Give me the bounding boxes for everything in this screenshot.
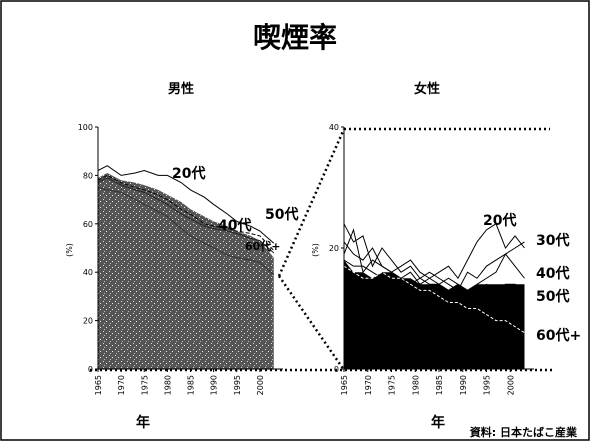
y-tick-label-female: 40 xyxy=(329,123,339,132)
y-axis-unit-male: (%) xyxy=(65,243,74,257)
panel-female: 女性 (%) 年 xyxy=(311,81,445,431)
zoom-connector-bottom xyxy=(277,275,346,371)
panel-title-female: 女性 xyxy=(414,81,440,97)
series-label-male: 60代+ xyxy=(245,239,281,253)
source-note: 資料: 日本たばこ産業 xyxy=(470,425,578,439)
x-tick-label-male: 2000 xyxy=(256,375,265,395)
panel-title-male: 男性 xyxy=(168,81,194,97)
series-line-male-2 xyxy=(97,177,275,254)
series-label-female: 50代 xyxy=(536,288,569,305)
y-tick-label-male: 100 xyxy=(78,123,93,132)
x-tick-label-female: 1980 xyxy=(411,375,420,395)
area-male xyxy=(98,172,274,369)
x-tick-label-female: 1975 xyxy=(388,375,397,395)
y-tick-label-female: 20 xyxy=(329,244,339,253)
x-axis-title-female: 年 xyxy=(431,414,445,431)
series-line-female-2 xyxy=(343,241,525,291)
area-female xyxy=(344,260,525,369)
panel-male: 男性 (%) 年 xyxy=(65,81,194,431)
series-line-male-1 xyxy=(97,174,275,251)
x-tick-label-female: 1970 xyxy=(364,375,373,395)
series-label-male: 50代 xyxy=(265,206,298,223)
plot-male: 0 20 40 60 80 100 1965 1970 1975 1980 1985 1990 1995… xyxy=(78,123,299,395)
series-label-female: 30代 xyxy=(536,232,569,249)
series-label-male: 40代 xyxy=(218,217,251,234)
x-tick-label-male: 1965 xyxy=(94,375,103,395)
x-tick-label-female: 1985 xyxy=(435,375,444,395)
series-label-female: 40代 xyxy=(536,265,569,282)
y-tick-label-female: 0 xyxy=(334,365,339,374)
y-tick-label-male: 20 xyxy=(83,317,93,326)
series-line-male-0 xyxy=(97,165,275,244)
series-line-female-3 xyxy=(343,259,525,291)
y-tick-label-male: 80 xyxy=(83,171,93,180)
y-tick-label-male: 40 xyxy=(83,268,93,277)
x-axis-title-male: 年 xyxy=(136,414,150,431)
x-tick-label-female: 2000 xyxy=(506,375,515,395)
x-tick-label-male: 1995 xyxy=(233,375,242,395)
x-tick-label-male: 1970 xyxy=(117,375,126,395)
plot-female: 0 20 40 1965 1970 1975 1980 1985 1990 1995 2000 20代… xyxy=(329,123,581,395)
series-label-male: 20代 xyxy=(172,165,205,182)
y-tick-label-male: 60 xyxy=(83,220,93,229)
series-line-female-4 xyxy=(343,265,525,334)
slide-title: 喫煙率 xyxy=(253,21,337,54)
x-tick-label-male: 1980 xyxy=(163,375,172,395)
series-label-female: 20代 xyxy=(483,212,516,229)
x-tick-label-female: 1990 xyxy=(459,375,468,395)
x-tick-label-female: 1965 xyxy=(340,375,349,395)
zoom-connector-top xyxy=(277,128,346,277)
x-tick-label-male: 1975 xyxy=(140,375,149,395)
y-tick-label-male: 0 xyxy=(88,365,93,374)
x-tick-label-female: 1995 xyxy=(483,375,492,395)
x-tick-label-male: 1985 xyxy=(187,375,196,395)
y-axis-unit-female: (%) xyxy=(311,243,320,257)
series-line-female-1 xyxy=(343,223,525,292)
series-line-male-3 xyxy=(97,187,275,275)
series-label-female: 60代+ xyxy=(536,327,581,344)
x-tick-label-male: 1990 xyxy=(210,375,219,395)
